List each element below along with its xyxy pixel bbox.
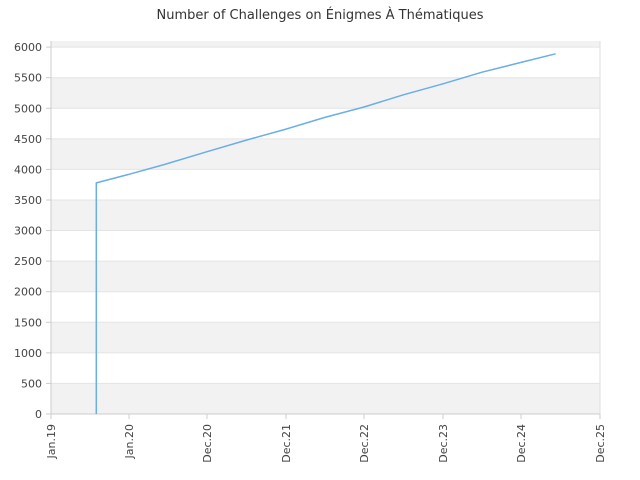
grid-band: [51, 230, 600, 262]
x-tick-label: Dec.21: [280, 424, 293, 463]
y-tick-label: 5000: [14, 102, 42, 115]
y-tick-label: 3500: [14, 194, 42, 207]
y-tick-label: 0: [35, 408, 42, 421]
y-tick-label: 4000: [14, 163, 42, 176]
y-axis-ticks: 0 500 1000 1500 2000 2500 3000 3500 4000 4500 5000…: [14, 41, 51, 421]
x-tick-label: Jan.19: [45, 424, 58, 459]
x-tick-label: Dec.25: [594, 424, 607, 463]
grid-bands: [51, 41, 600, 415]
y-tick-label: 4500: [14, 133, 42, 146]
x-tick-label: Dec.22: [358, 424, 371, 463]
axes: [50, 41, 601, 415]
x-tick-label: Jan.20: [123, 424, 136, 459]
x-tick-label: Dec.23: [437, 424, 450, 463]
grid-band: [51, 47, 600, 78]
x-tick-label: Dec.24: [515, 424, 528, 463]
y-tick-label: 6000: [14, 41, 42, 54]
grid-band: [51, 352, 600, 384]
y-tick-label: 1500: [14, 316, 42, 329]
grid-band: [51, 199, 600, 231]
grid-band: [51, 77, 600, 109]
grid-band: [51, 169, 600, 200]
x-tick-label: Dec.20: [201, 424, 214, 463]
y-tick-label: 2500: [14, 255, 42, 268]
grid-band: [51, 291, 600, 323]
y-tick-label: 500: [21, 377, 42, 390]
grid-band: [51, 41, 600, 48]
series-line: [95, 53, 556, 414]
series-group: [95, 53, 556, 414]
grid-band: [51, 322, 600, 353]
grid-band: [51, 108, 600, 139]
y-tick-label: 5500: [14, 72, 42, 85]
y-tick-label: 1000: [14, 347, 42, 360]
grid-band: [51, 261, 600, 292]
y-tick-label: 3000: [14, 225, 42, 238]
grid-band: [51, 138, 600, 170]
grid-band: [51, 383, 600, 414]
x-axis-ticks: Jan.19 Jan.20 Dec.20 Dec.21 Dec.22 Dec.23 Dec.…: [45, 414, 607, 463]
chart-title: Number of Challenges on Énigmes À Thémat…: [157, 7, 484, 23]
y-tick-label: 2000: [14, 286, 42, 299]
